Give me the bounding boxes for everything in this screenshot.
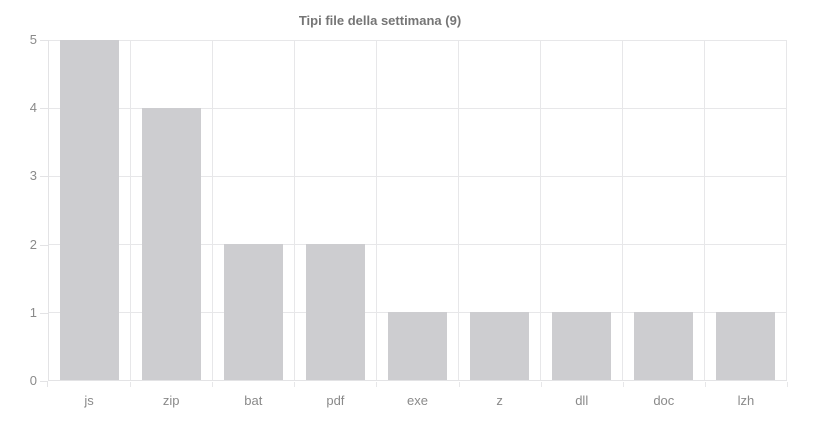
- x-axis: js zip bat pdf exe z dll doc lzh: [47, 382, 789, 412]
- bar-z[interactable]: [470, 312, 529, 380]
- bar-pdf[interactable]: [306, 244, 365, 380]
- category-slot-doc: [623, 40, 705, 380]
- x-label-z: z: [459, 382, 542, 412]
- y-tick-mark-4: [40, 108, 48, 110]
- y-tick-label-5: 5: [29, 32, 37, 47]
- bar-bat[interactable]: [224, 244, 283, 380]
- y-tick-mark-2: [40, 244, 48, 246]
- x-label-bat: bat: [212, 382, 296, 412]
- category-slot-bat: [213, 40, 295, 380]
- y-tick-label-2: 2: [29, 236, 37, 252]
- y-tick-label-3: 3: [29, 168, 37, 184]
- x-label-doc: doc: [623, 382, 706, 412]
- gridline-y-3: [49, 176, 787, 177]
- x-label-js: js: [48, 382, 132, 412]
- x-label-exe: exe: [376, 382, 460, 412]
- bar-doc[interactable]: [634, 312, 693, 380]
- x-label-lzh: lzh: [705, 382, 789, 412]
- x-label-pdf: pdf: [294, 382, 378, 412]
- y-tick-label-0: 0: [29, 373, 37, 388]
- gridline-y-2: [49, 244, 787, 245]
- y-tick-label-4: 4: [29, 100, 37, 116]
- y-tick-mark-1: [40, 312, 48, 314]
- y-tick-mark-3: [40, 176, 48, 178]
- x-label-zip: zip: [130, 382, 214, 412]
- chart-title: Tipi file della settimana (9): [298, 13, 462, 28]
- category-slot-lzh: [705, 40, 787, 380]
- x-label-dll: dll: [541, 382, 624, 412]
- gridline-y-4: [49, 108, 787, 109]
- category-slot-pdf: [295, 40, 377, 380]
- category-slot-dll: [541, 40, 623, 380]
- bar-lzh[interactable]: [716, 312, 775, 380]
- y-axis: 0 1 2 3 4 5: [0, 33, 48, 388]
- category-slot-zip: [131, 40, 213, 380]
- category-slot-z: [459, 40, 541, 380]
- bar-js[interactable]: [60, 40, 119, 380]
- y-tick-label-1: 1: [29, 304, 37, 320]
- bar-exe[interactable]: [388, 312, 447, 380]
- y-tick-mark-0: [40, 381, 48, 382]
- category-slot-exe: [377, 40, 459, 380]
- plot-area: [48, 40, 787, 381]
- bar-dll[interactable]: [552, 312, 611, 380]
- gridline-y-5: [49, 40, 787, 41]
- bar-zip[interactable]: [142, 108, 201, 380]
- y-tick-mark-5: [40, 40, 48, 41]
- category-slot-js: [49, 40, 131, 380]
